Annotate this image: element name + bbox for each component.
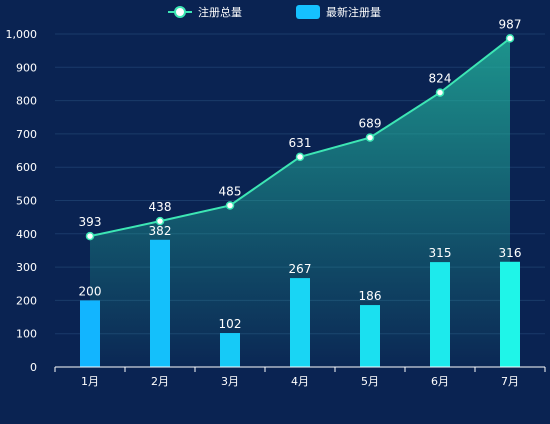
line-value-label: 987	[499, 17, 522, 31]
y-tick-label: 600	[16, 161, 37, 174]
bar	[500, 261, 520, 367]
line-value-label: 438	[149, 200, 172, 214]
line-value-label: 631	[289, 136, 312, 150]
x-tick-label: 6月	[431, 375, 449, 388]
legend-line-marker	[174, 6, 186, 18]
y-tick-label: 100	[16, 328, 37, 341]
legend-label-total: 注册总量	[198, 5, 242, 19]
bar-value-label: 186	[359, 289, 382, 303]
bar-value-label: 102	[219, 317, 242, 331]
y-tick-label: 400	[16, 228, 37, 241]
y-tick-label: 200	[16, 294, 37, 307]
axes: 0 100 200 300 400 500 600 700 800 900 1,000 1月 2月 3月 4…	[6, 28, 546, 388]
x-tick-label: 7月	[501, 375, 519, 388]
line-point	[435, 88, 445, 97]
line-value-label: 393	[79, 215, 102, 229]
legend[interactable]: 注册总量 最新注册量	[168, 5, 381, 19]
bar-value-label: 316	[499, 246, 522, 260]
bar	[360, 305, 380, 367]
y-tick-label: 800	[16, 95, 37, 108]
data-labels: 200 382 102 267 186 315 316 393 438 485 631 689 824 9…	[79, 17, 522, 331]
y-tick-label: 900	[16, 61, 37, 74]
line-point	[155, 216, 165, 226]
bar-series	[80, 239, 520, 367]
line-point	[295, 152, 305, 162]
area-fill	[90, 38, 510, 367]
x-tick-label: 5月	[361, 375, 379, 388]
line-point	[505, 34, 515, 43]
y-tick-label: 700	[16, 128, 37, 141]
y-tick-label: 0	[30, 361, 37, 374]
x-tick-label: 2月	[151, 375, 169, 388]
bar-value-label: 382	[149, 224, 172, 238]
bar	[220, 333, 240, 367]
bar	[290, 278, 310, 367]
x-tick-label: 3月	[221, 375, 239, 388]
bar	[430, 262, 450, 367]
line-area-fill	[90, 38, 510, 367]
y-tick-label: 500	[16, 195, 37, 208]
line-value-label: 824	[429, 72, 452, 86]
bar-value-label: 267	[289, 262, 312, 276]
y-tick-label: 300	[16, 261, 37, 274]
legend-label-new: 最新注册量	[326, 5, 381, 19]
bar-value-label: 200	[79, 284, 102, 298]
line-point	[225, 201, 235, 210]
bar-value-label: 315	[429, 246, 452, 260]
legend-bar-swatch	[296, 5, 320, 19]
bar	[80, 300, 100, 367]
line-value-label: 689	[359, 117, 382, 131]
bar	[150, 239, 170, 367]
line-value-label: 485	[219, 184, 242, 198]
line-point	[85, 231, 95, 241]
y-tick-label: 1,000	[6, 28, 38, 41]
x-tick-label: 1月	[81, 375, 99, 388]
x-tick-label: 4月	[291, 375, 309, 388]
line-series	[85, 34, 515, 241]
line-point	[365, 133, 375, 142]
